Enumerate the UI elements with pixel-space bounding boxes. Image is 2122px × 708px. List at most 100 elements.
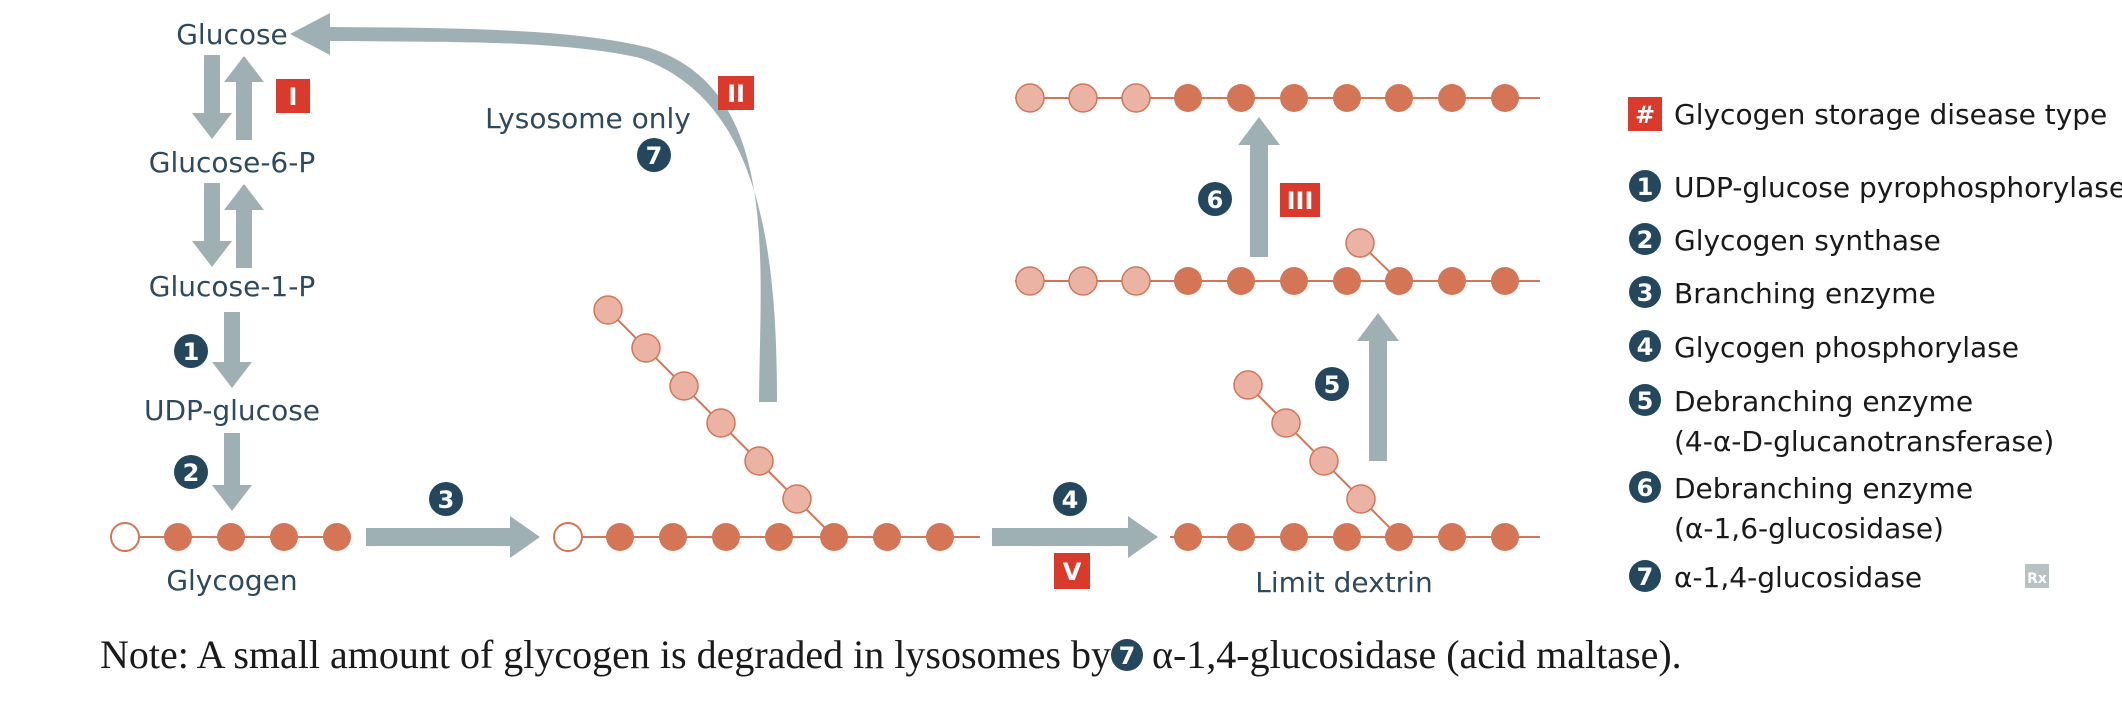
label-lysosome-only: Lysosome only [485, 102, 691, 135]
glucose-branch-unit [782, 484, 812, 514]
legend-item-7: 7 α-1,4-glucosidase [1629, 560, 1922, 594]
label-glucose: Glucose [176, 18, 288, 51]
svg-text:V: V [1063, 558, 1082, 586]
arrow-branching [366, 516, 540, 558]
glucose-branch-unit [1015, 83, 1045, 113]
footnote-step-7-icon [1111, 639, 1143, 671]
svg-text:2: 2 [1637, 226, 1654, 254]
label-limit-dextrin: Limit dextrin [1255, 566, 1432, 599]
glucose-unit [1438, 523, 1466, 551]
step-1-marker: 1 [174, 334, 208, 368]
svg-text:1: 1 [183, 338, 200, 366]
transferred-chain [1015, 228, 1519, 296]
rx-icon: Rx [2025, 564, 2049, 588]
glucose-branch-unit [706, 408, 736, 438]
arrow-g1p-to-udp [212, 312, 252, 388]
badge-type-V: V [1054, 553, 1090, 589]
svg-text:7: 7 [1637, 563, 1654, 591]
footnote-prefix: Note: A small amount of glycogen is degr… [100, 632, 1111, 677]
glucose-unit [1491, 523, 1519, 551]
glucose-unit [1385, 523, 1413, 551]
glucose-unit [1385, 267, 1413, 295]
glucose-unit [1333, 267, 1361, 295]
footnote-suffix: α-1,4-glucosidase (acid maltase). [1152, 632, 1682, 677]
legend-item-3: 3 Branching enzyme [1629, 276, 1936, 310]
label-glycogen: Glycogen [166, 564, 297, 597]
arrow-g6p-to-glucose [224, 56, 264, 140]
glycogen-chain [110, 522, 351, 552]
glucose-branch-unit [593, 295, 623, 325]
legend-disease-type-label: Glycogen storage disease type [1674, 98, 2107, 131]
label-glucose-1-p: Glucose-1-P [149, 270, 315, 303]
debranched-chain [1015, 83, 1519, 113]
legend: # Glycogen storage disease type 1 UDP-gl… [1628, 97, 2122, 594]
arrow-g6p-to-g1p [192, 183, 232, 267]
glucose-branch-unit [744, 446, 774, 476]
glucose-unit [712, 523, 740, 551]
legend-item-2: 2 Glycogen synthase [1629, 223, 1941, 257]
glucose-unit-open [110, 522, 140, 552]
svg-text:#: # [1635, 101, 1655, 129]
glucose-branch-unit [1068, 266, 1098, 296]
svg-text:4: 4 [1637, 333, 1654, 361]
label-glucose-6-p: Glucose-6-P [149, 146, 315, 179]
glucose-unit [323, 523, 351, 551]
arrow-glucose-to-g6p [192, 55, 232, 139]
svg-text:Rx: Rx [2027, 571, 2047, 587]
svg-text:III: III [1287, 187, 1314, 215]
glucose-unit [1491, 84, 1519, 112]
glucose-branch-unit [1345, 228, 1375, 258]
legend-item-sublabel: (4-α-D-glucanotransferase) [1674, 425, 2054, 458]
step-5-marker: 5 [1315, 367, 1349, 401]
glucose-unit [1227, 267, 1255, 295]
legend-item-label: Glycogen synthase [1674, 224, 1941, 257]
legend-item-label: α-1,4-glucosidase [1674, 561, 1922, 594]
glucose-branch-unit [669, 371, 699, 401]
glucose-unit [1280, 84, 1308, 112]
glucose-unit [1174, 523, 1202, 551]
svg-text:1: 1 [1637, 173, 1654, 201]
badge-type-III: III [1280, 183, 1320, 217]
glucose-unit [1280, 523, 1308, 551]
legend-item-label: UDP-glucose pyrophosphorylase [1674, 171, 2122, 204]
badge-type-I: I [276, 79, 310, 113]
svg-text:7: 7 [646, 142, 663, 170]
svg-text:4: 4 [1062, 486, 1079, 514]
glucose-unit [659, 523, 687, 551]
glucose-unit [270, 523, 298, 551]
svg-text:6: 6 [1637, 474, 1654, 502]
glucose-unit [765, 523, 793, 551]
legend-item-sublabel: (α-1,6-glucosidase) [1674, 512, 1944, 545]
glucose-branch-unit [1121, 83, 1151, 113]
arrow-phosphorylase [992, 516, 1158, 558]
arrow-g1p-to-g6p [224, 184, 264, 268]
step-3-marker: 3 [429, 482, 463, 516]
legend-item-label: Glycogen phosphorylase [1674, 331, 2019, 364]
glucose-unit [1227, 523, 1255, 551]
arrow-debranch-transfer [1357, 313, 1399, 461]
svg-text:2: 2 [183, 459, 200, 487]
glucose-branch-unit [1271, 408, 1301, 438]
legend-item-6: 6 Debranching enzyme (α-1,6-glucosidase) [1629, 471, 1973, 545]
svg-text:II: II [727, 80, 745, 108]
step-7-marker: 7 [637, 138, 671, 172]
step-6-marker: 6 [1198, 182, 1232, 216]
glucose-unit [926, 523, 954, 551]
footnote: Note: A small amount of glycogen is degr… [100, 632, 1682, 677]
arrows [192, 13, 1399, 558]
glucose-unit-open [553, 522, 583, 552]
glucose-branch-unit [1233, 370, 1263, 400]
glucose-branch-unit [1015, 266, 1045, 296]
glucose-unit [1491, 267, 1519, 295]
glucose-branch-unit [1121, 266, 1151, 296]
glucose-unit [1333, 84, 1361, 112]
glucose-unit [820, 523, 848, 551]
limit-dextrin-chain [1174, 370, 1519, 551]
svg-text:5: 5 [1324, 371, 1341, 399]
label-udp-glucose: UDP-glucose [144, 394, 320, 427]
badge-type-II: II [718, 76, 754, 110]
glucose-branch-unit [1346, 484, 1376, 514]
legend-item-4: 4 Glycogen phosphorylase [1629, 330, 2019, 364]
glucose-branch-unit [1068, 83, 1098, 113]
